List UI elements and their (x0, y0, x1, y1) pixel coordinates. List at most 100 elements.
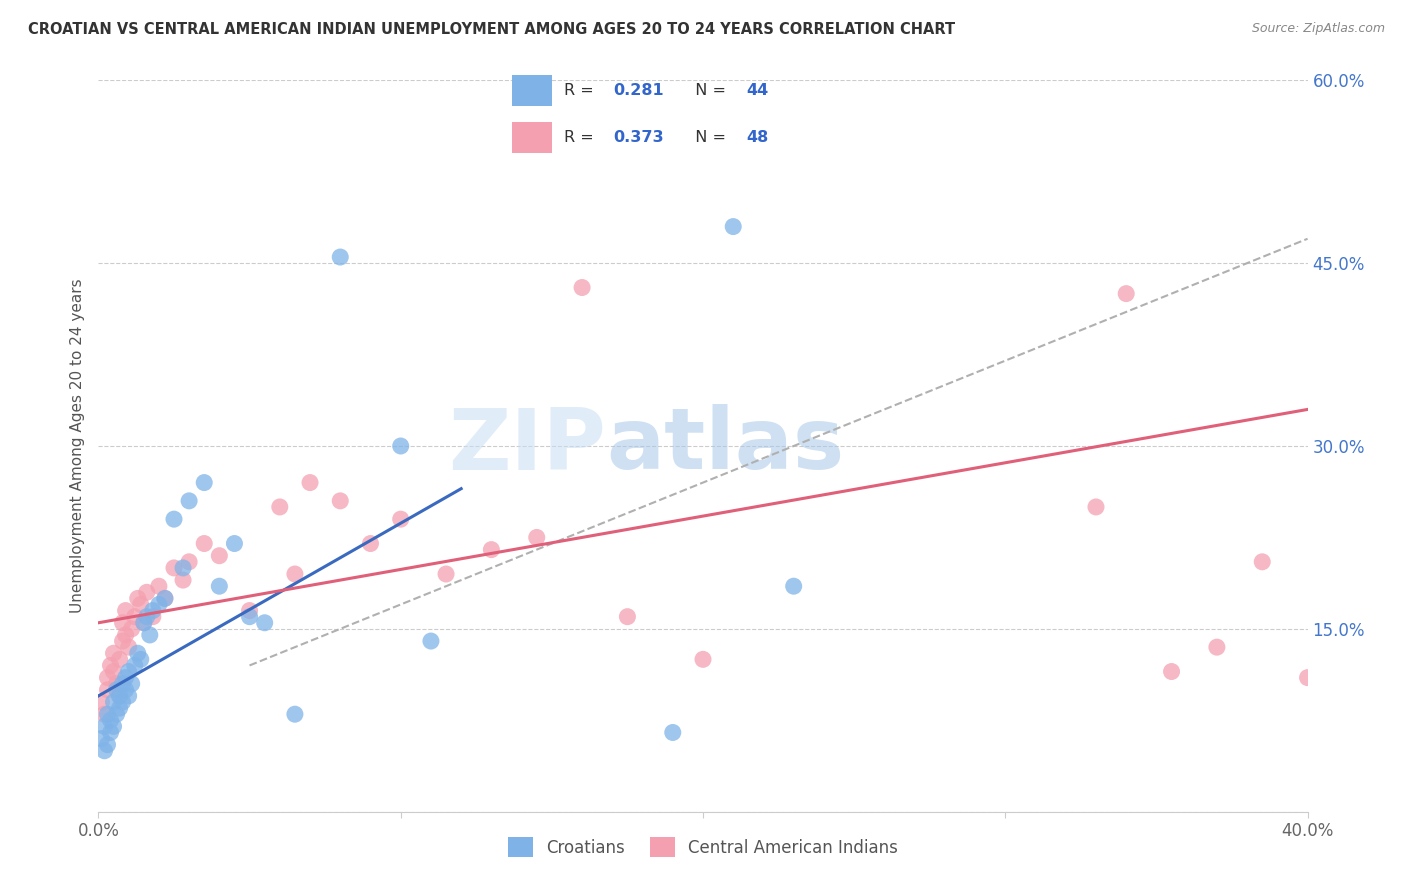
FancyBboxPatch shape (512, 75, 551, 105)
Point (127, 591, 149, 606)
Text: 0.373: 0.373 (613, 130, 664, 145)
Point (105, 676, 128, 690)
Point (124, 658, 146, 673)
Point (163, 512, 186, 526)
Point (179, 555, 201, 569)
Point (108, 689, 131, 703)
Point (114, 682, 136, 697)
Point (100, 725, 122, 739)
Point (239, 603, 262, 617)
Point (111, 676, 134, 690)
Point (284, 567, 307, 582)
Point (124, 609, 146, 624)
Point (100, 658, 122, 673)
Point (103, 719, 125, 733)
Text: N =: N = (685, 130, 731, 145)
Point (135, 609, 157, 624)
Point (108, 689, 131, 703)
Point (1296, 671, 1319, 685)
Point (153, 591, 176, 606)
Point (142, 603, 165, 617)
Point (329, 494, 352, 508)
Point (1251, 555, 1274, 569)
Point (108, 701, 131, 715)
Point (118, 640, 141, 655)
Text: R =: R = (564, 83, 599, 97)
Point (389, 439, 412, 453)
Point (661, 725, 683, 739)
Point (100, 714, 122, 728)
Point (135, 585, 157, 599)
Point (208, 579, 231, 593)
Point (153, 591, 176, 606)
Text: atlas: atlas (606, 404, 845, 488)
Point (118, 689, 141, 703)
Point (114, 671, 136, 685)
Point (114, 603, 136, 617)
Point (1115, 286, 1137, 301)
Text: N =: N = (685, 83, 731, 97)
Point (420, 634, 443, 648)
Point (142, 609, 165, 624)
Point (121, 676, 143, 690)
Text: ZIP: ZIP (449, 404, 606, 488)
Point (224, 536, 246, 550)
Point (269, 500, 291, 514)
Point (253, 615, 276, 630)
Text: 44: 44 (747, 83, 769, 97)
Point (360, 536, 382, 550)
Point (163, 561, 186, 575)
Point (96, 682, 118, 697)
Point (121, 622, 143, 636)
Point (111, 615, 134, 630)
Point (172, 573, 194, 587)
Point (114, 628, 136, 642)
Point (723, 219, 745, 234)
Point (284, 707, 307, 722)
Point (179, 494, 201, 508)
Point (103, 646, 125, 660)
Point (139, 628, 162, 642)
Point (96, 671, 118, 685)
Point (1206, 640, 1229, 655)
Point (329, 250, 352, 264)
Point (783, 579, 806, 593)
Point (481, 542, 503, 557)
Text: 0.281: 0.281 (613, 83, 664, 97)
Point (616, 609, 638, 624)
Point (193, 536, 215, 550)
Point (172, 561, 194, 575)
Point (132, 615, 155, 630)
Point (692, 652, 714, 666)
Point (108, 652, 131, 666)
Text: CROATIAN VS CENTRAL AMERICAN INDIAN UNEMPLOYMENT AMONG AGES 20 TO 24 YEARS CORRE: CROATIAN VS CENTRAL AMERICAN INDIAN UNEM… (28, 22, 955, 37)
Point (1160, 665, 1182, 679)
Point (103, 695, 125, 709)
Point (96, 707, 118, 722)
Point (93, 719, 115, 733)
Point (208, 549, 231, 563)
Point (434, 567, 457, 582)
Text: 48: 48 (747, 130, 769, 145)
Point (526, 530, 548, 544)
Point (127, 646, 149, 660)
Text: R =: R = (564, 130, 599, 145)
Point (105, 682, 128, 697)
Point (93, 707, 115, 722)
Point (389, 512, 412, 526)
Point (129, 652, 152, 666)
Point (90, 695, 112, 709)
Point (299, 475, 322, 490)
Point (129, 598, 152, 612)
Point (132, 615, 155, 630)
Y-axis label: Unemployment Among Ages 20 to 24 years: Unemployment Among Ages 20 to 24 years (69, 278, 84, 614)
Point (148, 598, 170, 612)
Point (103, 665, 125, 679)
FancyBboxPatch shape (512, 122, 551, 153)
Point (111, 634, 134, 648)
Point (148, 579, 170, 593)
Point (93, 744, 115, 758)
Point (96, 738, 118, 752)
Point (193, 475, 215, 490)
Point (118, 665, 141, 679)
